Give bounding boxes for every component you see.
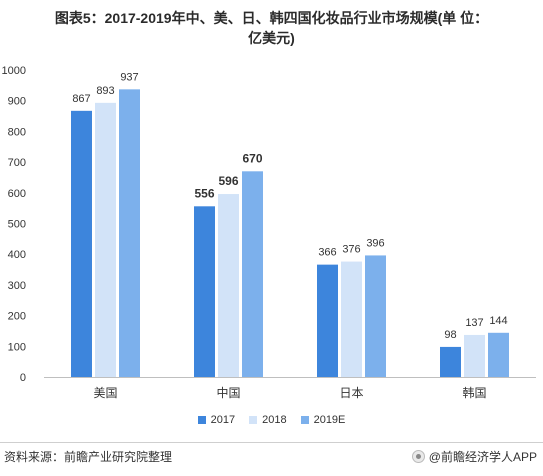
x-tick-label: 韩国: [462, 385, 486, 400]
data-label: 893: [96, 85, 114, 97]
brand-mark: @前瞻经济学人APP: [411, 448, 537, 465]
data-label: 937: [120, 71, 138, 83]
legend-swatch-2017: [197, 416, 206, 424]
x-tick-label: 中国: [216, 385, 240, 400]
bar-2018-3: [464, 334, 485, 377]
y-tick-label: 900: [8, 96, 26, 108]
bar-2017-3: [440, 346, 461, 377]
legend-item-2017: 2017: [197, 414, 236, 426]
data-label: 556: [194, 186, 214, 200]
y-tick-label: 100: [8, 341, 26, 353]
bar-2019E-1: [242, 171, 263, 377]
legend-item-2019e: 2019E: [300, 414, 346, 426]
y-tick-label: 500: [8, 219, 26, 231]
legend-label-2019e: 2019E: [313, 414, 346, 426]
y-tick-label: 300: [8, 280, 26, 292]
bar-2019E-2: [365, 255, 386, 377]
bar-2018-0: [95, 102, 116, 377]
chart-title-line-2: 亿美元): [248, 30, 295, 46]
bar-2019E-0: [119, 89, 140, 377]
data-label: 396: [366, 237, 384, 249]
bar-2019E-3: [488, 332, 509, 377]
chart-title: 图表5：2017-2019年中、美、日、韩四国化妆品行业市场规模(单 位： 亿美…: [0, 8, 543, 48]
data-label: 144: [489, 315, 507, 327]
data-label: 366: [318, 247, 336, 259]
legend-label-2018: 2018: [262, 414, 287, 426]
legend-label-2017: 2017: [210, 414, 236, 426]
y-tick-label: 200: [8, 311, 26, 323]
data-label: 376: [342, 244, 360, 256]
chart-legend: 2017 2018 2019E: [0, 414, 543, 426]
y-tick-label: 800: [8, 126, 26, 138]
y-tick-label: 400: [8, 249, 26, 261]
footer-divider: [0, 442, 543, 443]
bar-2018-2: [341, 261, 362, 377]
legend-swatch-2019e: [300, 416, 309, 424]
data-label: 670: [242, 151, 262, 165]
data-label: 98: [444, 329, 456, 341]
legend-item-2018: 2018: [249, 414, 287, 426]
y-tick-label: 1000: [2, 65, 26, 77]
brand-logo-icon: [411, 450, 425, 463]
bar-chart: 0 100 200 300 400 500 600 700 800 900 1000 867 893 93…: [2, 65, 536, 400]
y-tick-label: 0: [20, 372, 26, 384]
source-note: 资料来源：前瞻产业研究院整理: [4, 450, 173, 464]
x-tick-label: 日本: [339, 386, 363, 400]
data-label: 596: [218, 174, 238, 188]
bar-2017-0: [71, 110, 92, 378]
legend-swatch-2018: [249, 416, 258, 424]
data-label: 137: [465, 317, 483, 329]
bar-2017-1: [194, 206, 215, 377]
y-tick-label: 600: [8, 188, 26, 200]
bar-2017-2: [317, 264, 338, 377]
brand-label: @前瞻经济学人APP: [428, 450, 537, 464]
y-tick-label: 700: [8, 157, 26, 169]
data-label: 867: [72, 93, 90, 105]
x-tick-label: 美国: [93, 386, 117, 400]
chart-title-line-1: 图表5：2017-2019年中、美、日、韩四国化妆品行业市场规模(单 位：: [54, 10, 489, 26]
bar-2018-1: [218, 194, 239, 377]
